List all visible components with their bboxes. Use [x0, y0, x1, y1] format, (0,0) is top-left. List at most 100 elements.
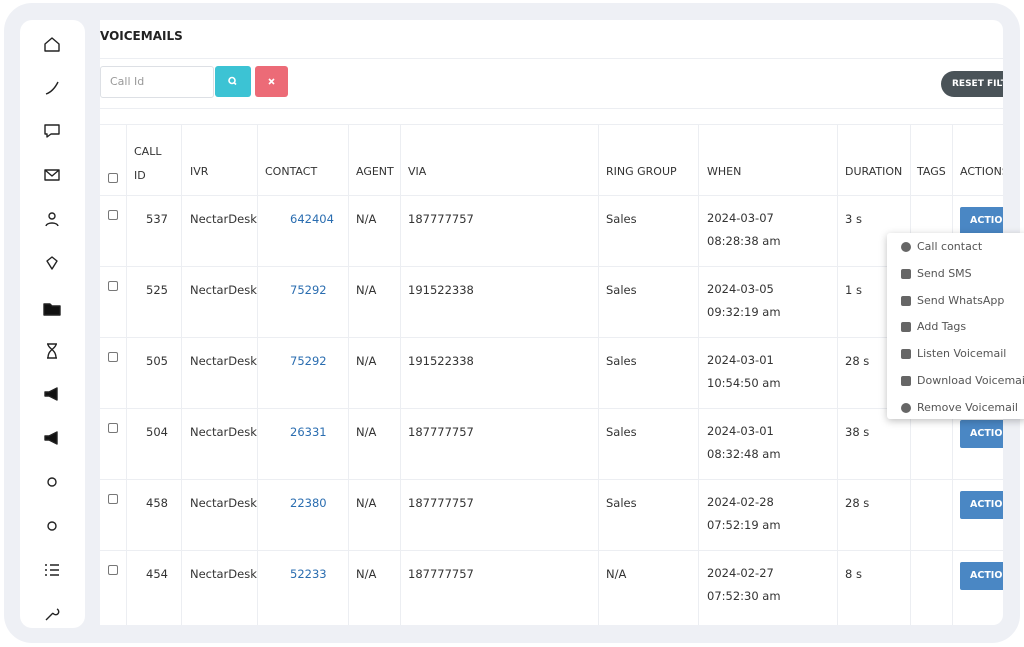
row-checkbox[interactable]: [108, 565, 118, 575]
when-cell: 2024-03-01 10:54:50 am: [707, 353, 781, 390]
ring-group-cell: Sales: [606, 212, 637, 226]
nav-icon[interactable]: [42, 78, 62, 98]
page-title: VOICEMAILS: [100, 29, 183, 43]
call-id-cell: 525: [146, 283, 168, 297]
menu-icon: [901, 349, 911, 360]
ivr-cell: NectarDesk: [190, 212, 257, 226]
actions-button[interactable]: ACTIONS: [960, 491, 1003, 519]
search-button[interactable]: [215, 66, 251, 97]
duration-cell: 28 s: [845, 354, 870, 368]
sidebar: [20, 20, 85, 628]
row-checkbox[interactable]: [108, 494, 118, 504]
agent-cell: N/A: [356, 283, 377, 297]
search-icon: [228, 76, 237, 86]
row-border: [100, 479, 1003, 480]
ring-group-cell: Sales: [606, 283, 637, 297]
actions-button[interactable]: ACTIONS: [960, 207, 1003, 235]
ring-group-cell: Sales: [606, 496, 637, 510]
via-cell: 187777757: [408, 212, 474, 226]
column-border: [598, 125, 599, 625]
menu-item[interactable]: Remove Voicemail: [917, 400, 1018, 414]
duration-cell: 28 s: [845, 496, 870, 510]
nav-icon[interactable]: [42, 253, 62, 273]
ivr-cell: NectarDesk: [190, 283, 257, 297]
menu-icon: [901, 268, 911, 279]
nav-icon[interactable]: [42, 121, 62, 141]
contact-cell[interactable]: 26331: [290, 425, 327, 439]
column-header: WHEN: [707, 165, 742, 178]
input-placeholder: Call Id: [110, 75, 145, 88]
nav-icon[interactable]: [42, 209, 62, 229]
menu-item[interactable]: Call contact: [917, 240, 983, 253]
agent-cell: N/A: [356, 425, 377, 439]
menu-icon: [901, 322, 911, 333]
nav-icon[interactable]: [42, 604, 62, 624]
menu-icon: [901, 402, 911, 413]
contact-cell[interactable]: 75292: [290, 283, 327, 297]
nav-icon[interactable]: [42, 34, 62, 54]
agent-cell: N/A: [356, 496, 377, 510]
nav-icon[interactable]: [42, 472, 62, 492]
menu-item[interactable]: Send SMS: [917, 266, 972, 280]
call-id-cell: 504: [146, 425, 168, 439]
contact-cell[interactable]: 52233: [290, 567, 327, 581]
duration-cell: 38 s: [845, 425, 870, 439]
nav-icon[interactable]: [42, 341, 62, 361]
call-id-input[interactable]: Call Id: [100, 66, 214, 98]
ring-group-cell: Sales: [606, 354, 637, 368]
clear-button[interactable]: [255, 66, 288, 97]
column-header: AGENT: [356, 165, 394, 178]
nav-icon[interactable]: [42, 298, 62, 318]
nav-icon[interactable]: [42, 384, 62, 404]
menu-item[interactable]: Download Voicemail: [917, 374, 1024, 387]
menu-icon: [901, 242, 911, 252]
column-header: TAGS: [917, 165, 946, 178]
ivr-cell: NectarDesk: [190, 425, 257, 439]
table-top-border: [100, 124, 1003, 125]
column-header: ACTIONS: [960, 165, 1003, 178]
nav-icon[interactable]: [42, 428, 62, 448]
column-border: [698, 125, 699, 625]
header-checkbox[interactable]: [108, 173, 118, 183]
column-border: [348, 125, 349, 625]
contact-cell[interactable]: 642404: [290, 212, 334, 226]
actions-button[interactable]: ACTIONS: [960, 562, 1003, 590]
menu-item[interactable]: Listen Voicemail: [917, 347, 1007, 361]
menu-item[interactable]: Send WhatsApp: [917, 293, 1005, 307]
actions-button[interactable]: ACTIONS: [960, 420, 1003, 448]
menu-item[interactable]: Add Tags: [917, 320, 967, 334]
nav-icon[interactable]: [42, 516, 62, 536]
agent-cell: N/A: [356, 212, 377, 226]
contact-cell[interactable]: 75292: [290, 354, 327, 368]
row-checkbox[interactable]: [108, 352, 118, 362]
nav-icon[interactable]: [42, 560, 62, 580]
contact-cell[interactable]: 22380: [290, 496, 327, 510]
column-header: VIA: [408, 165, 427, 178]
menu-icon: [901, 376, 911, 386]
agent-cell: N/A: [356, 567, 377, 581]
when-cell: 2024-02-28 07:52:19 am: [707, 495, 781, 532]
ivr-cell: NectarDesk: [190, 354, 257, 368]
nav-icon[interactable]: [42, 165, 62, 185]
column-header: DURATION: [845, 165, 903, 178]
when-cell: 2024-02-27 07:52:30 am: [707, 566, 781, 603]
when-cell: 2024-03-07 08:28:38 am: [707, 211, 781, 248]
row-border: [100, 337, 1003, 338]
row-checkbox[interactable]: [108, 281, 118, 291]
via-cell: 187777757: [408, 567, 474, 581]
row-checkbox[interactable]: [108, 423, 118, 433]
ring-group-cell: Sales: [606, 425, 637, 439]
via-cell: 187777757: [408, 425, 474, 439]
column-header: RING GROUP: [606, 165, 677, 178]
row-border: [100, 195, 1003, 196]
call-id-cell: 454: [146, 567, 168, 581]
when-cell: 2024-03-01 08:32:48 am: [707, 424, 781, 461]
via-cell: 191522338: [408, 354, 474, 368]
ivr-cell: NectarDesk: [190, 567, 257, 581]
column-border: [126, 125, 127, 625]
row-checkbox[interactable]: [108, 210, 118, 220]
ring-group-cell: N/A: [606, 567, 627, 581]
reset-filters-button[interactable]: RESET FILTERS: [941, 71, 1003, 97]
row-border: [100, 408, 1003, 409]
column-border: [400, 125, 401, 625]
